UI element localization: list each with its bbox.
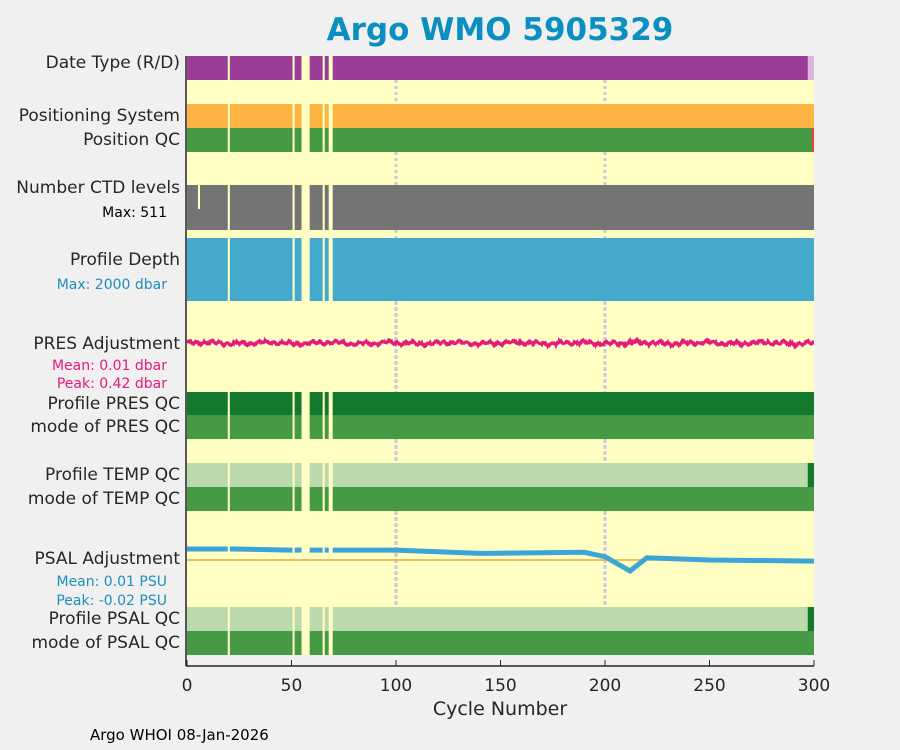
number-ctd-bar [187,185,814,230]
psal-gap-2 [301,541,310,556]
missing-cycle-gap-3 [322,56,325,655]
date-type-bar [187,56,814,80]
x-tick-label: 50 [280,676,303,696]
plot-svg [187,56,814,655]
pres-mode-bar [187,415,814,439]
x-tick-label: 300 [797,676,831,696]
position-qc-bar-end [811,128,814,152]
temp-qc-bar [187,463,814,487]
label-psal-qc: Profile PSAL QC [48,609,180,629]
pres-adjustment-line [187,336,814,350]
label-pres-peak: Peak: 0.42 dbar [56,376,167,392]
ctd-notch [198,185,200,209]
label-number-ctd: Number CTD levels [16,178,180,198]
x-tick-label: 250 [693,676,726,696]
psal-gap-0 [227,541,230,556]
label-psal-mode: mode of PSAL QC [31,633,180,653]
missing-cycle-gap-0 [227,56,230,655]
profile-depth-bar [187,238,814,301]
temp-qc-bar-end [807,463,814,487]
chart-title: Argo WMO 5905329 [326,12,674,48]
pres-qc-bar [187,392,814,415]
label-profile-depth: Profile Depth [69,250,180,270]
date-type-bar-end [807,56,814,80]
label-pres-mean: Mean: 0.01 dbar [51,358,167,374]
positioning-system-bar [187,104,814,128]
plot-area [187,56,814,655]
label-ctd-max: Max: 511 [102,205,167,221]
x-axis-label: Cycle Number [432,698,568,720]
label-position-qc: Position QC [83,130,180,150]
psal-gap-1 [292,541,295,556]
label-pres-mode: mode of PRES QC [30,417,180,437]
label-date-type: Date Type (R/D) [45,53,180,73]
psal-qc-bar [187,607,814,631]
psal-gap-4 [328,541,333,556]
psal-gap-3 [322,541,325,556]
label-depth-max: Max: 2000 dbar [56,277,167,293]
psal-qc-bar-end [807,607,814,631]
label-temp-mode: mode of TEMP QC [27,489,180,509]
x-tick-label: 0 [181,676,193,696]
missing-cycle-gap-4 [328,56,333,655]
x-tick-label: 150 [484,676,517,696]
psal-mode-bar [187,631,814,655]
label-pres-qc: Profile PRES QC [47,394,180,414]
label-pres-adjustment: PRES Adjustment [33,334,180,354]
missing-cycle-gap-2 [301,56,310,655]
footer-text: Argo WHOI 08-Jan-2026 [90,726,269,744]
label-psal-mean: Mean: 0.01 PSU [56,574,167,590]
psal-adjustment-line [187,546,814,575]
missing-cycle-gap-1 [292,56,295,655]
position-qc-bar [187,128,814,152]
label-temp-qc: Profile TEMP QC [45,465,180,485]
label-positioning-system: Positioning System [18,106,180,126]
x-tick-label: 100 [379,676,413,696]
x-tick-label: 200 [588,676,622,696]
label-psal-peak: Peak: -0.02 PSU [56,593,167,609]
temp-mode-bar [187,487,814,511]
label-psal-adjustment: PSAL Adjustment [34,549,180,569]
